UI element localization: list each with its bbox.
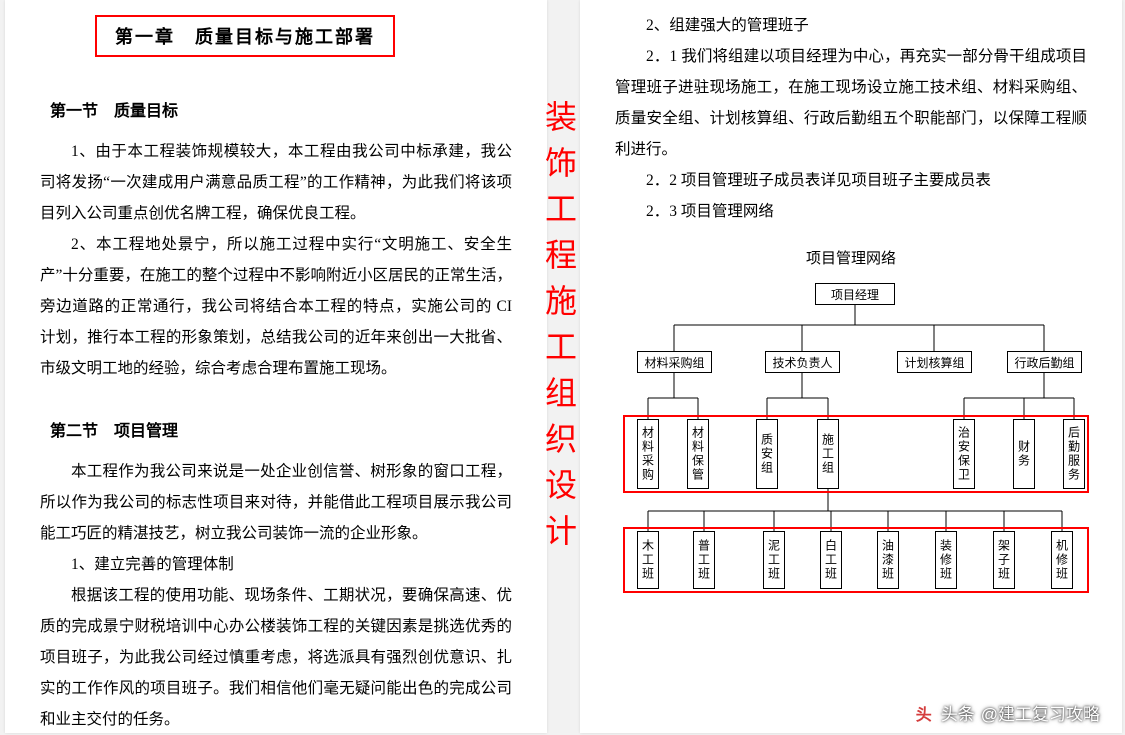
- watermark-author: @建工复习攻略: [981, 700, 1100, 725]
- paragraph: 根据该工程的使用功能、现场条件、工期状况，要确保高速、优质的完成景宁财税培训中心…: [40, 580, 512, 735]
- watermark-prefix: 头条: [941, 700, 975, 725]
- sub-item: 1、建立完善的管理体制: [40, 549, 512, 580]
- chapter-title-box: 第一章 质量目标与施工部署: [95, 15, 395, 57]
- chart-title: 项目管理网络: [615, 247, 1087, 268]
- chart-node: 材料采购组: [637, 351, 712, 373]
- document-page-left: 第一章 质量目标与施工部署 第一节 质量目标 1、由于本工程装饰规模较大，本工程…: [5, 0, 547, 733]
- section-2-title: 第二节 项目管理: [50, 417, 512, 441]
- chart-node: 计划核算组: [897, 351, 972, 373]
- paragraph: 2．2 项目管理班子成员表详见项目班子主要成员表: [615, 165, 1087, 196]
- chart-node: 行政后勤组: [1007, 351, 1082, 373]
- paragraph: 2．1 我们将组建以项目经理为中心，再充实一部分骨干组成项目管理班子进驻现场施工…: [615, 41, 1087, 165]
- chart-node: 项目经理: [815, 283, 895, 305]
- paragraph: 本工程作为我公司来说是一处企业创信誉、树形象的窗口工程，所以作为我公司的标志性项…: [40, 456, 512, 549]
- document-page-right: 2、组建强大的管理班子 2．1 我们将组建以项目经理为中心，再充实一部分骨干组成…: [580, 0, 1122, 733]
- watermark: 头 头条 @建工复习攻略: [913, 700, 1100, 725]
- chart-highlight-box: [623, 415, 1089, 493]
- toutiao-icon: 头: [913, 702, 935, 724]
- sub-item: 2、组建强大的管理班子: [615, 10, 1087, 41]
- paragraph: 1、由于本工程装饰规模较大，本工程由我公司中标承建，我公司将发扬“一次建成用户满…: [40, 136, 512, 229]
- chart-highlight-box: [623, 527, 1089, 593]
- paragraph: 2．3 项目管理网络: [615, 196, 1087, 227]
- vertical-title: 装饰工程施工组织设计: [552, 100, 582, 560]
- chapter-title: 第一章 质量目标与施工部署: [115, 23, 375, 49]
- chart-node: 技术负责人: [765, 351, 840, 373]
- section-1-title: 第一节 质量目标: [50, 97, 512, 121]
- org-chart: 项目经理材料采购组技术负责人计划核算组行政后勤组材料采购材料保管质安组施工组治安…: [615, 283, 1095, 623]
- paragraph: 2、本工程地处景宁，所以施工过程中实行“文明施工、安全生产”十分重要，在施工的整…: [40, 229, 512, 384]
